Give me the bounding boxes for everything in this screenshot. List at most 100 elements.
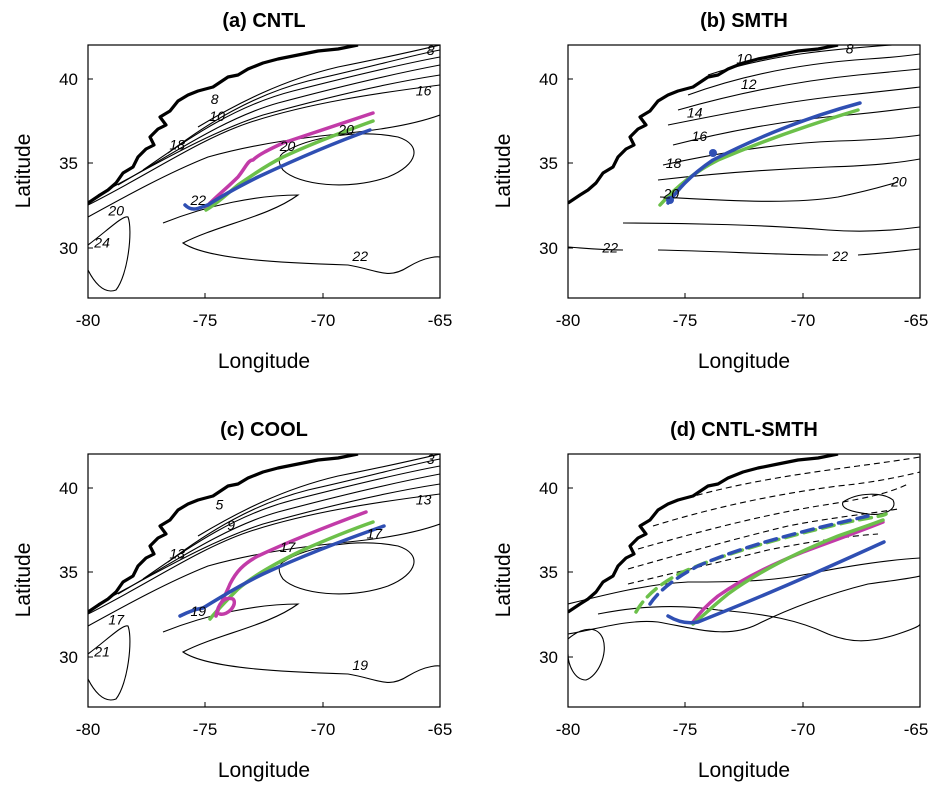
x-axis: -80 -75 -70 -65 (556, 293, 929, 330)
contour-label: 22 (831, 248, 848, 264)
panel-title: (b) SMTH (700, 10, 788, 32)
y-tick-label: 30 (59, 239, 78, 258)
x-axis: -80 -75 -70 -65 (556, 702, 928, 739)
contour-label: 19 (191, 603, 207, 619)
contour-label: 16 (416, 83, 432, 99)
contour-line (162, 603, 440, 683)
map-frame (87, 453, 441, 708)
track-blue (666, 101, 862, 205)
y-tick-label: 40 (59, 479, 78, 498)
contour-line (568, 575, 920, 635)
y-tick-label: 40 (539, 479, 558, 498)
contour-label: 5 (216, 497, 224, 513)
contour-label: 24 (93, 234, 110, 250)
contour-line (278, 542, 415, 595)
y-axis-label: Latitude (492, 134, 515, 209)
contour-line (687, 53, 920, 96)
contour-line (667, 86, 920, 126)
x-tick-label: -70 (791, 720, 816, 739)
contour-line (197, 45, 440, 128)
contour-line (659, 181, 899, 202)
contour-line (88, 216, 131, 292)
contour-label: 13 (416, 492, 432, 508)
contour-line (657, 158, 920, 181)
contour-line-negative (637, 483, 909, 550)
contour-label: 21 (93, 643, 110, 659)
contour-line (88, 493, 440, 615)
contour-label: 14 (687, 105, 703, 121)
y-tick-label: 35 (59, 563, 78, 582)
contour-label: 13 (169, 546, 185, 562)
contour-label: 22 (351, 248, 368, 264)
track-blue-dashed (648, 514, 870, 606)
x-axis-label: Longitude (698, 350, 790, 373)
x-tick-label: -65 (428, 311, 453, 330)
x-tick-label: -70 (311, 311, 336, 330)
track-green (691, 518, 885, 626)
track-blue (183, 128, 372, 211)
y-tick-label: 40 (59, 70, 78, 89)
coastline (568, 45, 839, 205)
contour-label: 18 (666, 155, 682, 171)
coastline (88, 45, 359, 205)
track-blue (178, 524, 386, 618)
x-tick-label: -75 (673, 720, 698, 739)
x-tick-label: -65 (428, 720, 453, 739)
contour-label: 22 (190, 192, 207, 208)
y-tick-label: 35 (59, 154, 78, 173)
contour-label: 22 (601, 239, 618, 255)
x-axis-label: Longitude (218, 759, 310, 782)
contour-line (97, 483, 440, 605)
x-tick-label: -65 (904, 311, 929, 330)
contour-line (117, 64, 440, 186)
panel-cool: (c) COOL (12, 419, 452, 782)
track-green-dashed (634, 512, 888, 614)
x-axis: -80 -75 -70 -65 (76, 293, 453, 330)
panel-title: (d) CNTL-SMTH (670, 419, 818, 441)
x-tick-label: -80 (76, 720, 101, 739)
contour-line (597, 605, 920, 642)
contour-label: 3 (427, 451, 435, 467)
contour-label: 18 (169, 137, 185, 153)
x-tick-label: -80 (556, 720, 581, 739)
contour-label: 20 (337, 121, 354, 137)
y-tick-label: 40 (539, 70, 558, 89)
contour-line (142, 465, 440, 580)
x-axis-label: Longitude (698, 759, 790, 782)
y-tick-label: 35 (539, 563, 558, 582)
contour-line (842, 493, 895, 515)
panel-smth: (b) SMTH (492, 10, 928, 373)
contour-line (117, 473, 440, 595)
contour-line (568, 246, 920, 256)
contour-line (88, 625, 131, 701)
track-magenta (214, 596, 236, 618)
y-tick-label: 30 (539, 239, 558, 258)
y-axis-label: Latitude (12, 134, 35, 209)
contour-label: 20 (279, 138, 296, 154)
contour-line (88, 114, 440, 218)
y-tick-label: 35 (539, 154, 558, 173)
y-axis: 40 35 30 (59, 70, 93, 258)
contour-label: 8 (427, 42, 435, 58)
contour-line (88, 84, 440, 206)
contour-line (672, 106, 920, 146)
x-tick-label: -75 (193, 311, 218, 330)
x-tick-label: -80 (556, 311, 581, 330)
contour-label: 16 (692, 128, 708, 144)
coastline (88, 454, 359, 614)
x-tick-label: -80 (76, 311, 101, 330)
contour-label: 20 (663, 185, 680, 201)
panel-title: (a) CNTL (222, 10, 305, 32)
contour-label: 17 (108, 611, 125, 627)
x-axis: -80 -75 -70 -65 (76, 702, 453, 739)
x-axis-label: Longitude (218, 350, 310, 373)
track-green (208, 520, 375, 621)
contour-line (167, 458, 440, 563)
panel-title: (c) COOL (220, 419, 308, 441)
y-axis: 40 35 30 (539, 479, 573, 667)
contour-label: 10 (209, 108, 225, 124)
map-frame (87, 44, 441, 299)
contour-line (162, 194, 440, 274)
